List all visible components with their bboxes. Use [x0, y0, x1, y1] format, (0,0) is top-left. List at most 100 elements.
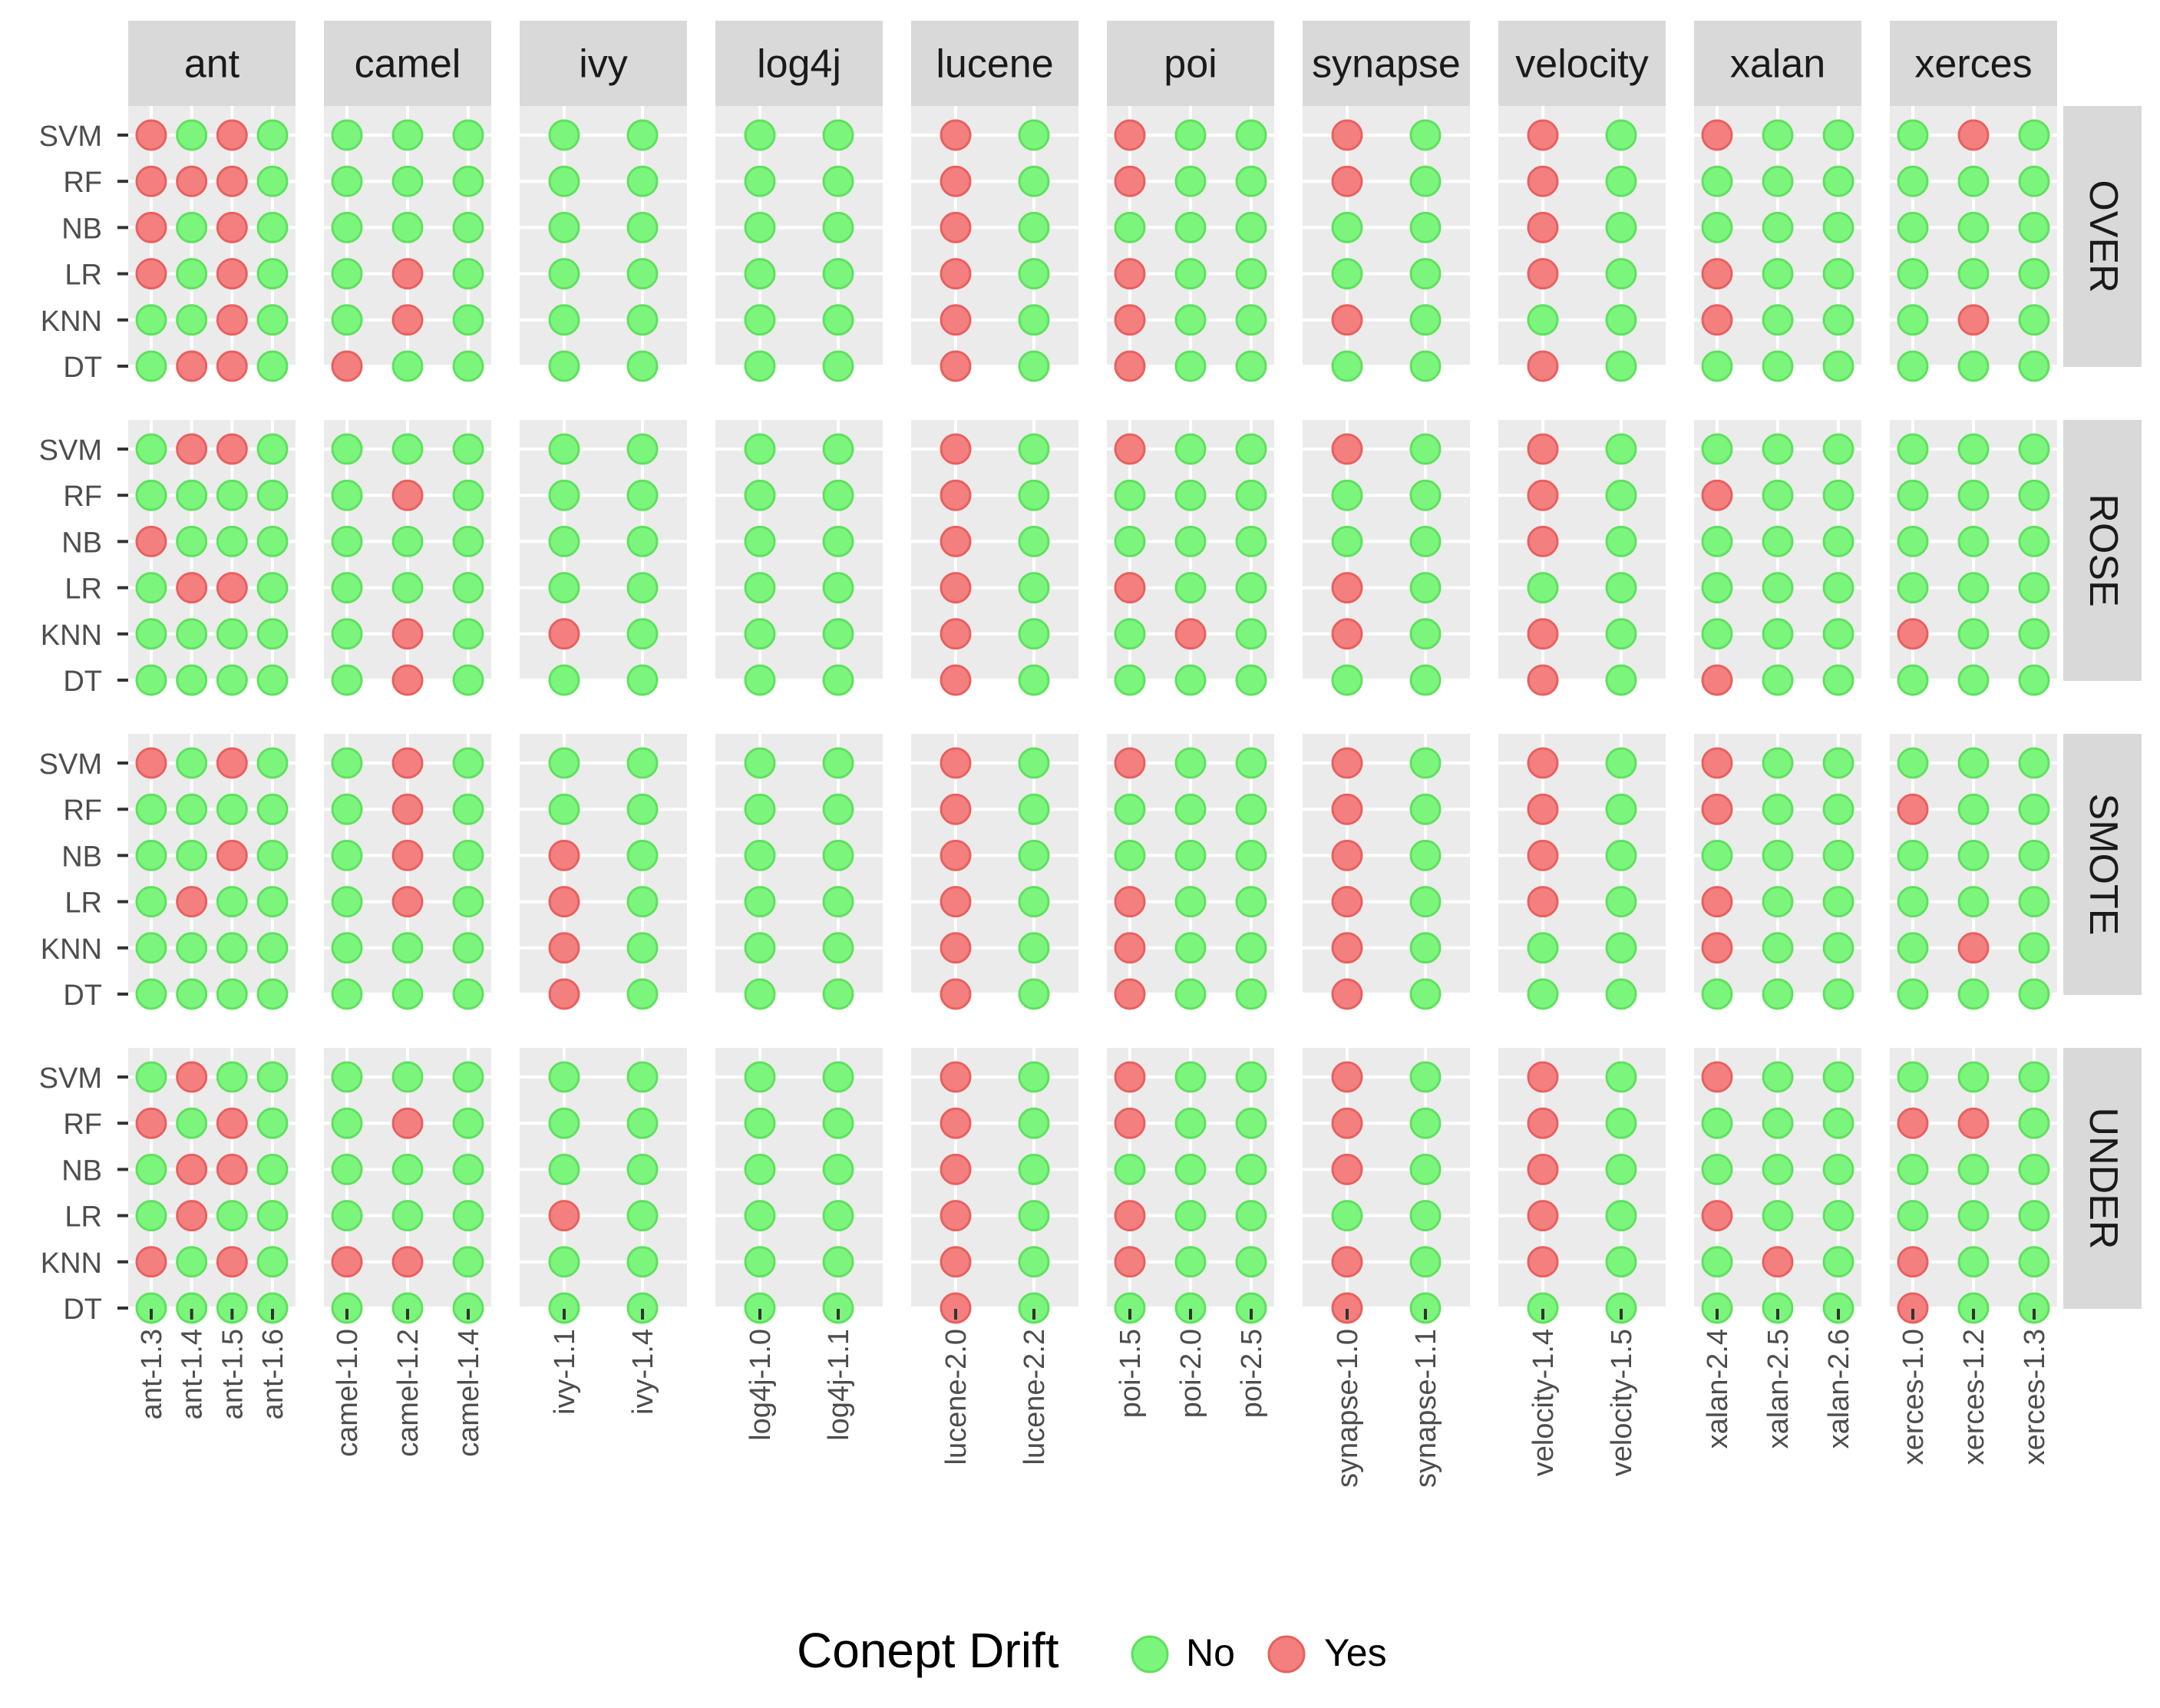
column-strip-ant — [128, 21, 296, 106]
point-ROSE-synapse-1.1-SVM-no — [1409, 433, 1442, 465]
point-SMOTE-lucene-2.0-DT-yes — [940, 978, 972, 1010]
point-UNDER-log4j-1.0-SVM-no — [744, 1061, 776, 1093]
panel-background — [715, 106, 883, 367]
point-SMOTE-log4j-1.0-LR-no — [744, 886, 776, 918]
point-OVER-xalan-2.6-LR-no — [1822, 258, 1854, 290]
point-UNDER-ant-1.5-DT-no — [216, 1292, 248, 1324]
point-ROSE-ant-1.6-KNN-no — [256, 618, 289, 650]
legend-title: Conept Drift — [797, 1623, 1059, 1678]
point-OVER-poi-2.5-KNN-no — [1235, 304, 1267, 336]
panel-background — [1303, 106, 1470, 367]
point-ROSE-ivy-1.4-DT-no — [626, 664, 659, 696]
point-ROSE-xerces-1.3-DT-no — [2018, 664, 2050, 696]
y-tick-label-SVM: SVM — [39, 434, 102, 467]
point-UNDER-xerces-1.3-LR-no — [2018, 1200, 2050, 1232]
point-SMOTE-velocity-1.4-LR-yes — [1527, 886, 1559, 918]
point-SMOTE-lucene-2.2-DT-no — [1018, 978, 1050, 1010]
point-UNDER-camel-1.4-KNN-no — [452, 1246, 484, 1278]
point-UNDER-poi-2.5-RF-no — [1235, 1107, 1267, 1139]
point-ROSE-ant-1.3-KNN-no — [135, 618, 167, 650]
point-ROSE-velocity-1.5-LR-no — [1605, 572, 1637, 604]
point-UNDER-xerces-1.2-DT-no — [1957, 1292, 1990, 1324]
point-ROSE-synapse-1.0-RF-no — [1331, 479, 1363, 511]
point-SMOTE-xerces-1.3-KNN-no — [2018, 932, 2050, 964]
point-SMOTE-xalan-2.4-KNN-yes — [1701, 932, 1733, 964]
point-OVER-camel-1.4-RF-no — [452, 165, 484, 197]
point-ROSE-camel-1.4-LR-no — [452, 572, 484, 604]
point-SMOTE-camel-1.4-LR-no — [452, 886, 484, 918]
column-strip-label-ant: ant — [184, 42, 240, 87]
point-SMOTE-xerces-1.0-SVM-no — [1897, 747, 1929, 779]
point-ROSE-ant-1.6-LR-no — [256, 572, 289, 604]
point-OVER-camel-1.0-LR-no — [331, 258, 363, 290]
point-SMOTE-camel-1.0-DT-no — [331, 978, 363, 1010]
point-UNDER-ivy-1.4-NB-no — [626, 1153, 659, 1185]
point-UNDER-velocity-1.5-DT-no — [1605, 1292, 1637, 1324]
point-ROSE-log4j-1.0-SVM-no — [744, 433, 776, 465]
x-tick-label-xerces-1.2: xerces-1.2 — [1958, 1329, 1990, 1465]
point-UNDER-synapse-1.0-KNN-yes — [1331, 1246, 1363, 1278]
point-ROSE-camel-1.4-SVM-no — [452, 433, 484, 465]
panel-ROSE-log4j — [715, 420, 883, 696]
point-SMOTE-lucene-2.2-KNN-no — [1018, 932, 1050, 964]
point-SMOTE-lucene-2.2-RF-no — [1018, 793, 1050, 825]
point-UNDER-poi-2.5-DT-no — [1235, 1292, 1267, 1324]
point-UNDER-xalan-2.6-NB-no — [1822, 1153, 1854, 1185]
point-OVER-xalan-2.5-KNN-no — [1762, 304, 1794, 336]
point-ROSE-ivy-1.1-KNN-yes — [548, 618, 580, 650]
point-OVER-log4j-1.1-DT-no — [822, 350, 854, 382]
point-ROSE-synapse-1.0-SVM-yes — [1331, 433, 1363, 465]
x-tick-label-ivy-1.4: ivy-1.4 — [627, 1329, 659, 1415]
legend: Conept Drift No Yes — [797, 1623, 1387, 1678]
point-SMOTE-velocity-1.5-LR-no — [1605, 886, 1637, 918]
point-ROSE-lucene-2.0-RF-yes — [940, 479, 972, 511]
point-OVER-xalan-2.5-LR-no — [1762, 258, 1794, 290]
point-UNDER-velocity-1.5-KNN-no — [1605, 1246, 1637, 1278]
point-SMOTE-camel-1.0-RF-no — [331, 793, 363, 825]
point-UNDER-ivy-1.1-RF-no — [548, 1107, 580, 1139]
point-ROSE-xalan-2.5-KNN-no — [1762, 618, 1794, 650]
panel-background — [911, 734, 1078, 995]
point-ROSE-lucene-2.0-SVM-yes — [940, 433, 972, 465]
x-tick-label-poi-1.5: poi-1.5 — [1115, 1329, 1147, 1418]
point-UNDER-velocity-1.5-RF-no — [1605, 1107, 1637, 1139]
point-ROSE-poi-2.5-NB-no — [1235, 525, 1267, 557]
point-UNDER-poi-2.0-KNN-no — [1174, 1246, 1207, 1278]
point-UNDER-synapse-1.0-DT-yes — [1331, 1292, 1363, 1324]
point-SMOTE-xalan-2.5-NB-no — [1762, 839, 1794, 871]
point-OVER-ant-1.5-RF-yes — [216, 165, 248, 197]
point-ROSE-xalan-2.4-LR-no — [1701, 572, 1733, 604]
point-UNDER-lucene-2.2-DT-no — [1018, 1292, 1050, 1324]
point-SMOTE-xalan-2.6-RF-no — [1822, 793, 1854, 825]
point-OVER-ivy-1.4-LR-no — [626, 258, 659, 290]
point-OVER-ivy-1.1-SVM-no — [548, 119, 580, 151]
point-SMOTE-lucene-2.0-KNN-yes — [940, 932, 972, 964]
point-ROSE-xerces-1.0-KNN-yes — [1897, 618, 1929, 650]
point-OVER-xerces-1.2-DT-no — [1957, 350, 1990, 382]
point-UNDER-log4j-1.0-RF-no — [744, 1107, 776, 1139]
point-UNDER-camel-1.2-DT-no — [391, 1292, 424, 1324]
panel-UNDER-velocity — [1498, 1048, 1666, 1324]
point-ROSE-ivy-1.1-DT-no — [548, 664, 580, 696]
point-UNDER-xalan-2.4-LR-yes — [1701, 1200, 1733, 1232]
point-OVER-ant-1.6-NB-no — [256, 211, 289, 243]
point-UNDER-xalan-2.6-KNN-no — [1822, 1246, 1854, 1278]
point-OVER-ivy-1.1-DT-no — [548, 350, 580, 382]
column-strip-velocity — [1498, 21, 1666, 106]
point-UNDER-lucene-2.2-SVM-no — [1018, 1061, 1050, 1093]
point-SMOTE-ant-1.5-LR-no — [216, 886, 248, 918]
point-ROSE-xerces-1.3-LR-no — [2018, 572, 2050, 604]
point-ROSE-poi-2.5-DT-no — [1235, 664, 1267, 696]
point-ROSE-xerces-1.3-SVM-no — [2018, 433, 2050, 465]
x-tick-label-lucene-2.2: lucene-2.2 — [1019, 1329, 1051, 1465]
point-UNDER-ivy-1.1-LR-yes — [548, 1200, 580, 1232]
point-SMOTE-log4j-1.1-NB-no — [822, 839, 854, 871]
panel-OVER-lucene — [911, 106, 1078, 382]
point-UNDER-xalan-2.6-LR-no — [1822, 1200, 1854, 1232]
point-OVER-lucene-2.0-KNN-yes — [940, 304, 972, 336]
panel-background — [1498, 1048, 1666, 1309]
point-SMOTE-xalan-2.5-LR-no — [1762, 886, 1794, 918]
row-strip-OVER — [2063, 106, 2142, 367]
legend-yes-label: Yes — [1324, 1631, 1387, 1674]
